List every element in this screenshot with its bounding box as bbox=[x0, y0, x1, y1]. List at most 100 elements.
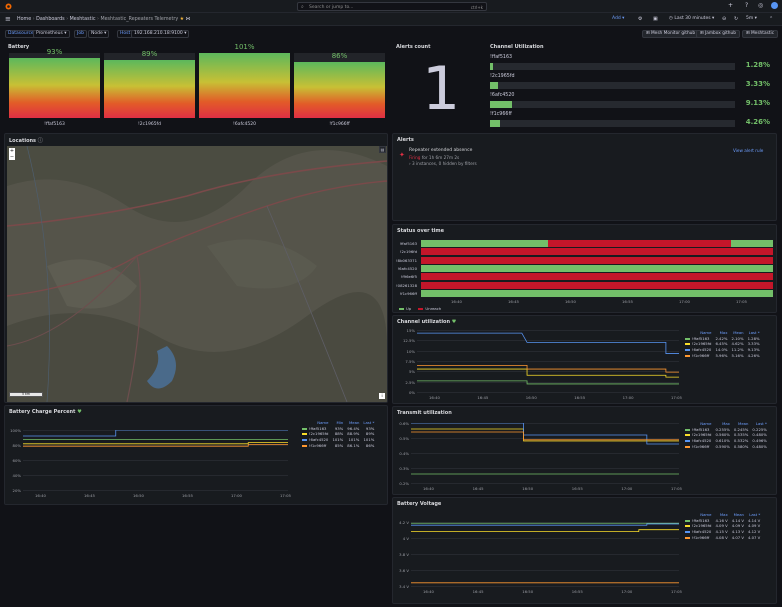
link-mesh-monitor[interactable]: ⊞ Mesh Monitor github bbox=[642, 30, 700, 38]
status-row-bar[interactable] bbox=[421, 240, 773, 247]
alert-name[interactable]: Repeater extended absence bbox=[409, 148, 473, 153]
grid-line bbox=[23, 475, 288, 476]
info-icon[interactable]: ⓘ bbox=[37, 138, 43, 144]
cu-track bbox=[490, 101, 735, 108]
legend-row[interactable]: !2c1965fd 0.560% 0.535% 0.480% bbox=[683, 432, 769, 438]
legend-header[interactable]: Name bbox=[317, 420, 329, 426]
legend-row[interactable]: !f1c966ff 5.96% 5.16% 4.26% bbox=[683, 352, 762, 358]
status-segment-up[interactable] bbox=[730, 240, 773, 247]
settings-icon[interactable]: ⚙ bbox=[638, 15, 643, 22]
refresh-icon[interactable]: ↻ bbox=[734, 15, 739, 22]
legend-header[interactable]: Mean bbox=[349, 420, 360, 426]
add-button[interactable]: Add ▾ bbox=[612, 16, 625, 21]
legend-header[interactable]: Min bbox=[336, 420, 344, 426]
legend-row[interactable]: !f1c966ff 85% 86.1% 86% bbox=[300, 442, 376, 448]
legend-row[interactable]: !6afc4520 101% 101% 101% bbox=[300, 437, 376, 443]
status-row-bar[interactable] bbox=[421, 281, 773, 289]
time-picker[interactable]: ◷ Last 30 minutes ▾ bbox=[669, 16, 715, 21]
legend-row[interactable]: !2c1965fd 6.45% 4.62% 3.33% bbox=[683, 341, 762, 347]
var-select-job[interactable]: Node ▾ bbox=[88, 30, 110, 38]
legend-up[interactable]: Up bbox=[406, 306, 412, 311]
refresh-interval[interactable]: 5m ▾ bbox=[746, 16, 757, 21]
link-meshtastic[interactable]: ⊞ Meshtastic bbox=[742, 30, 779, 38]
zoom-out-button[interactable]: − bbox=[9, 154, 15, 160]
cu-label: !2c1965fd bbox=[490, 74, 515, 79]
panel-title: Alerts bbox=[397, 137, 414, 143]
x-tick: 16:50 bbox=[522, 589, 534, 594]
status-row-bar[interactable] bbox=[421, 256, 773, 264]
legend-header[interactable]: Name bbox=[700, 421, 712, 427]
legend-swatch bbox=[685, 428, 690, 431]
legend-header[interactable]: Max bbox=[719, 330, 728, 336]
save-icon[interactable]: ▣ bbox=[653, 15, 658, 22]
status-segment-up[interactable] bbox=[421, 289, 773, 297]
series-plot[interactable] bbox=[411, 423, 679, 483]
grid-line bbox=[417, 350, 679, 352]
legend-header[interactable]: Name bbox=[700, 330, 712, 336]
link-jambox[interactable]: ⊞ Jambox github bbox=[696, 30, 740, 38]
top-bar: ⌕ Search or jump to... ctrl+k + ? ◎ bbox=[0, 0, 782, 13]
legend-header[interactable]: Max bbox=[722, 421, 730, 427]
legend-header[interactable]: Max bbox=[719, 512, 728, 518]
legend-row[interactable]: !6afc4520 14.0% 11.2% 9.13% bbox=[683, 347, 762, 353]
legend-header[interactable]: Last * bbox=[755, 421, 767, 427]
gauge-value: 89% bbox=[141, 50, 158, 58]
legend-row[interactable]: !6afc4520 4.15 V 4.13 V 4.12 V bbox=[683, 529, 762, 535]
legend-row[interactable]: !6afc4520 0.610% 0.532% 0.496% bbox=[683, 438, 769, 444]
legend-row[interactable]: !f1c966ff 4.08 V 4.07 V 4.07 V bbox=[683, 534, 762, 540]
legend-row[interactable]: !2c1965fd 88% 88.9% 89% bbox=[300, 431, 376, 437]
status-row-bar[interactable] bbox=[421, 273, 773, 281]
series-plot[interactable] bbox=[411, 522, 679, 586]
grafana-logo-icon[interactable] bbox=[5, 3, 12, 10]
legend-swatch bbox=[685, 354, 690, 357]
status-rows: !ffaf5163 !2c196fd !8b063371 !6afc4520 !f96e… bbox=[393, 240, 776, 300]
status-row-bar[interactable] bbox=[421, 289, 773, 297]
status-segment-up[interactable] bbox=[421, 240, 548, 247]
star-icon[interactable]: ★ bbox=[179, 16, 185, 22]
crumb-dashboards[interactable]: Dashboards bbox=[36, 16, 65, 22]
legend-row[interactable]: !2c1965fd 4.09 V 4.09 V 4.09 V bbox=[683, 523, 762, 529]
legend-header[interactable]: Last * bbox=[363, 420, 375, 426]
search-input[interactable]: ⌕ Search or jump to... ctrl+k bbox=[297, 2, 487, 11]
view-alert-rule-link[interactable]: View alert rule bbox=[733, 148, 764, 153]
status-row-bar[interactable] bbox=[421, 264, 773, 272]
legend-header[interactable]: Mean bbox=[733, 512, 744, 518]
menu-icon[interactable]: ≡ bbox=[5, 15, 11, 23]
y-tick: 40% bbox=[12, 473, 21, 478]
legend-header[interactable]: Mean bbox=[733, 330, 744, 336]
legend-row[interactable]: !ffaf5163 4.16 V 4.14 V 4.14 V bbox=[683, 518, 762, 524]
zoom-in-button[interactable]: + bbox=[9, 148, 15, 154]
legend-header[interactable]: Last * bbox=[749, 512, 761, 518]
legend-row[interactable]: !f1c966ff 0.590% 0.580% 0.480% bbox=[683, 443, 769, 449]
legend-row[interactable]: !ffaf5163 0.255% 0.245% 0.225% bbox=[683, 427, 769, 433]
heart-icon: ♥ bbox=[77, 409, 82, 415]
help-icon[interactable]: ? bbox=[745, 2, 749, 9]
status-segment-up[interactable] bbox=[421, 264, 773, 272]
add-icon[interactable]: + bbox=[728, 2, 734, 9]
avatar[interactable] bbox=[771, 2, 778, 9]
alert-instances[interactable]: › 3 instances, 0 hidden by filters bbox=[409, 161, 477, 166]
share-icon[interactable]: ⋈ bbox=[185, 16, 191, 22]
zoom-out-icon[interactable]: ⊖ bbox=[722, 15, 727, 22]
layers-icon[interactable]: ▤ bbox=[379, 146, 386, 153]
series-plot[interactable] bbox=[417, 330, 679, 392]
legend-row[interactable]: !ffaf5163 2.42% 2.10% 1.28% bbox=[683, 336, 762, 342]
news-icon[interactable]: ◎ bbox=[758, 2, 764, 9]
legend-row[interactable]: !ffaf5163 93% 96.4% 93% bbox=[300, 426, 376, 432]
var-select-datasource[interactable]: Prometheus ▾ bbox=[33, 30, 70, 38]
series-plot[interactable] bbox=[23, 430, 288, 490]
var-select-host[interactable]: 192.168.210.18:9100 ▾ bbox=[131, 30, 190, 38]
legend-unreach[interactable]: Unreach bbox=[425, 306, 442, 311]
map-view[interactable] bbox=[7, 146, 387, 402]
legend-header[interactable]: Name bbox=[700, 512, 712, 518]
grid-line bbox=[417, 361, 679, 362]
legend-header[interactable]: Mean bbox=[738, 421, 749, 427]
collapse-icon[interactable]: ⌃ bbox=[769, 15, 774, 22]
legend-header[interactable]: Last * bbox=[748, 330, 760, 336]
legend-swatch bbox=[685, 434, 690, 437]
status-row-bar[interactable] bbox=[421, 248, 773, 256]
crumb-home[interactable]: Home bbox=[17, 16, 32, 22]
crumb-folder[interactable]: Meshtastic bbox=[69, 16, 96, 22]
legend-table: Name Max Mean Last * !ffaf5163 4.16 V 4.14 V 4.… bbox=[683, 512, 762, 540]
attribution-icon[interactable]: i bbox=[379, 393, 385, 399]
